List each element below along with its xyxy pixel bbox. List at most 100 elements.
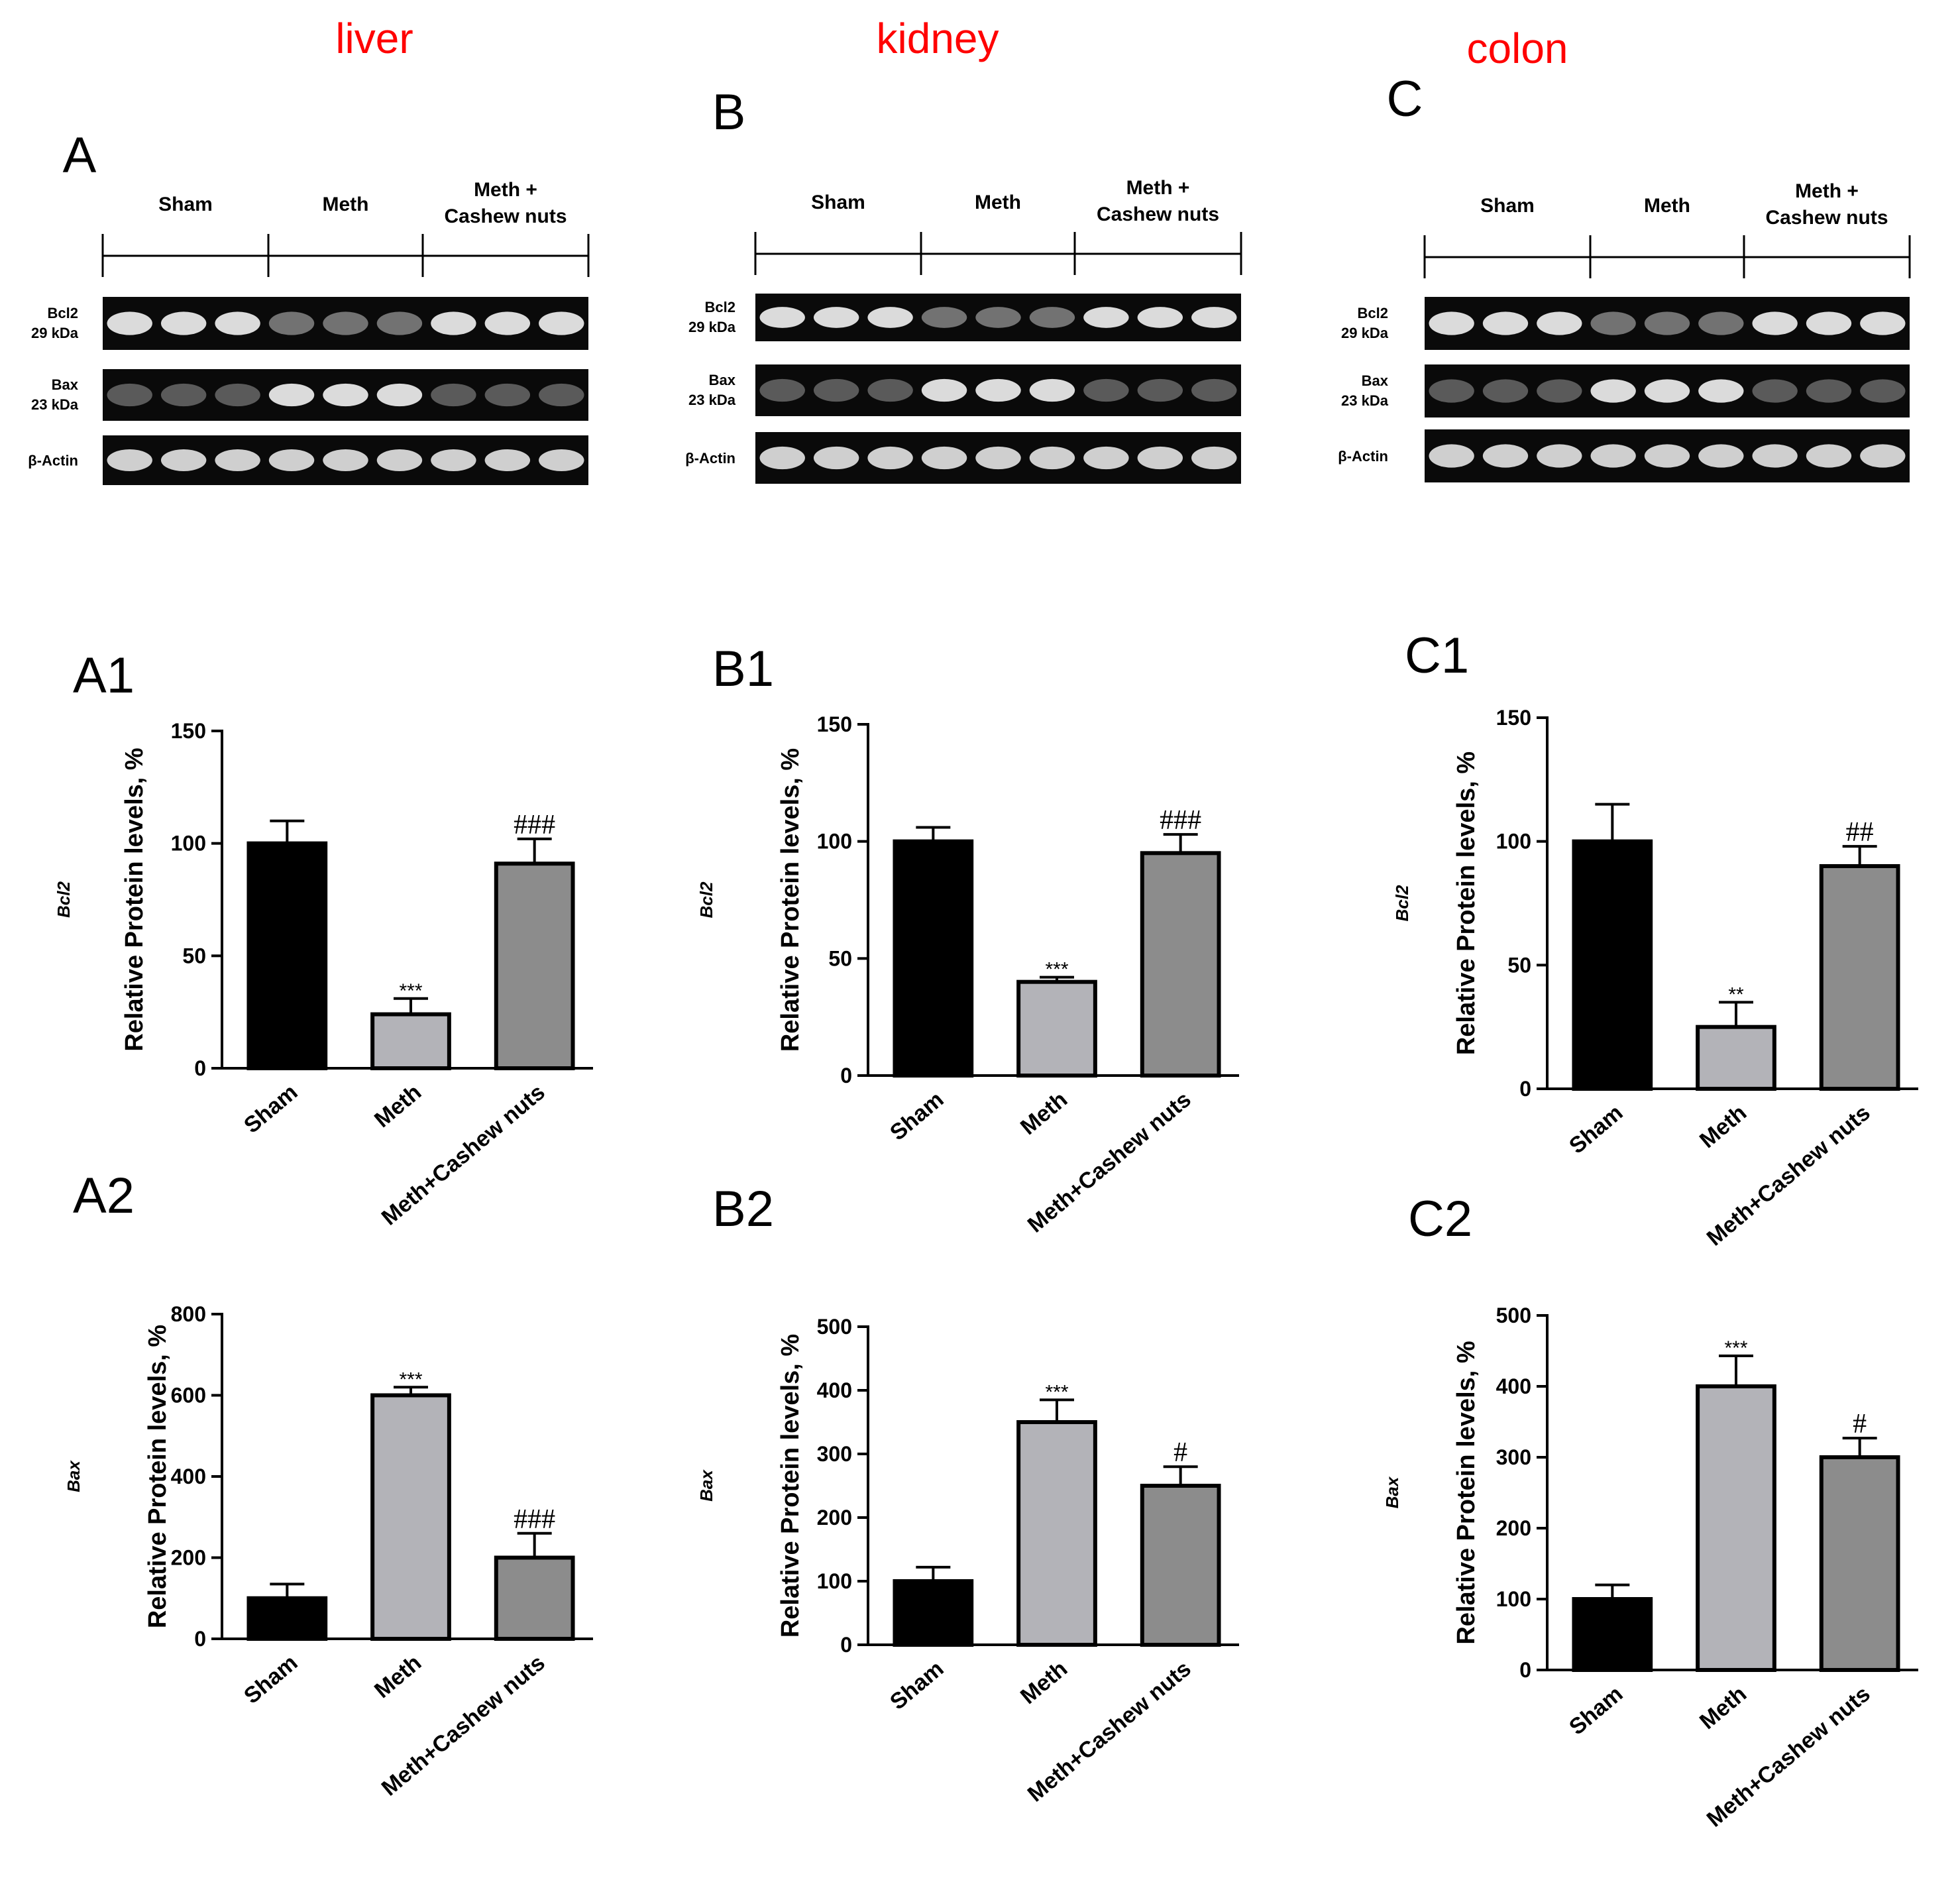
blot-row-name: Bax <box>52 376 79 393</box>
y-axis-label: Relative Protein levels, % <box>777 1334 804 1638</box>
bar-meth <box>1696 1025 1776 1091</box>
y-tick-label: 400 <box>171 1465 206 1488</box>
y-tick-label: 300 <box>1496 1445 1531 1469</box>
significance-marker: ### <box>514 810 555 840</box>
y-tick-label: 100 <box>171 832 206 856</box>
significance-marker: *** <box>1045 1381 1068 1403</box>
bar-meth-cashew-nuts <box>1819 864 1900 1091</box>
chart-A1: A1 0 50 100 150 Relative Protein levels, % Bcl… <box>54 647 593 1231</box>
category-label: Sham <box>239 1080 302 1138</box>
blot-band <box>107 311 152 335</box>
blot-band <box>1806 311 1852 335</box>
y-axis-label: Relative Protein levels, % <box>1452 1341 1480 1644</box>
blot-row-actin: β-Actin <box>685 432 1241 484</box>
group-label-meth-plus: Meth + <box>1795 180 1859 202</box>
y-tick-label: 100 <box>1496 830 1531 854</box>
blot-band <box>1482 311 1529 335</box>
blot-row-name: β-Actin <box>1338 448 1388 465</box>
blot-band <box>215 311 260 335</box>
y-tick-label: 150 <box>171 719 206 743</box>
blot-band <box>1029 307 1075 328</box>
protein-label: Bax <box>1382 1476 1402 1508</box>
bar-sham <box>893 1579 974 1647</box>
y-tick-label: 200 <box>1496 1516 1531 1540</box>
blot-band <box>1806 444 1852 468</box>
blot-band <box>867 378 913 402</box>
blot-band <box>431 383 476 407</box>
blot-row-name: Bcl2 <box>48 305 78 321</box>
blot-band <box>323 383 368 407</box>
blot-band <box>813 307 859 328</box>
category-label: Sham <box>885 1087 948 1146</box>
protein-label: Bcl2 <box>1392 885 1412 921</box>
group-label-cashew: Cashew nuts <box>444 205 567 227</box>
y-tick-label: 0 <box>194 1627 206 1651</box>
blot-band <box>376 383 423 407</box>
panel-label: B <box>712 84 746 140</box>
blot-band <box>921 446 967 470</box>
blot-row-bax: Bax 23 kDa <box>31 369 588 421</box>
blot-row-name: Bax <box>709 372 736 388</box>
blot-band <box>107 449 152 471</box>
category-label: Meth <box>1016 1087 1072 1140</box>
bar-meth-cashew-nuts <box>1140 1484 1221 1647</box>
blot-row-size: 29 kDa <box>31 325 79 341</box>
blot-band <box>107 383 152 407</box>
significance-marker: ** <box>1728 983 1744 1005</box>
panel-label: C2 <box>1408 1191 1472 1247</box>
blot-row-actin: β-Actin <box>1338 429 1910 482</box>
category-label: Sham <box>1564 1100 1627 1159</box>
blot-band <box>323 449 368 471</box>
blot-row-bcl2: Bcl2 29 kDa <box>1341 297 1910 350</box>
blot-row-name: β-Actin <box>685 450 735 467</box>
y-tick-label: 200 <box>817 1506 852 1529</box>
y-tick-label: 300 <box>817 1442 852 1466</box>
blot-row-actin: β-Actin <box>28 435 588 485</box>
blot-row-name: Bax <box>1362 372 1389 389</box>
bar-meth-cashew-nuts <box>1819 1455 1900 1672</box>
blot-band <box>1029 446 1075 470</box>
blot-band <box>759 307 805 328</box>
blot-band <box>1752 379 1798 403</box>
chart-C2: C2 0 100 200 300 400 500 Relative Protein level… <box>1382 1191 1918 1832</box>
blot-panel-A: A Sham Meth Meth + Cashew nuts Bcl2 29 kDa Bax 2… <box>28 127 590 485</box>
tissue-title-liver: liver <box>335 15 413 62</box>
blot-row-name: Bcl2 <box>705 299 735 315</box>
blot-band <box>1644 444 1690 468</box>
blot-band <box>376 449 423 471</box>
blot-panel-B: B Sham Meth Meth + Cashew nuts Bcl2 29 kDa Bax 2… <box>685 84 1242 484</box>
blot-band <box>1429 444 1474 468</box>
blot-band <box>1083 446 1129 470</box>
blot-band <box>160 311 207 335</box>
y-tick-label: 0 <box>1519 1658 1531 1682</box>
blot-band <box>921 378 967 402</box>
bar-meth-cashew-nuts <box>494 1555 575 1641</box>
bar-meth <box>370 1393 451 1641</box>
blot-band <box>1860 311 1906 335</box>
panel-label: B1 <box>712 641 774 697</box>
blot-band <box>1429 379 1474 403</box>
blot-row-size: 23 kDa <box>31 396 79 413</box>
blot-row-size: 23 kDa <box>688 392 736 408</box>
y-axis-label: Relative Protein levels, % <box>144 1325 172 1628</box>
y-tick-label: 0 <box>840 1633 852 1657</box>
blot-band <box>1429 311 1474 335</box>
significance-marker: # <box>1853 1409 1867 1439</box>
y-tick-label: 50 <box>1507 953 1531 977</box>
significance-marker: ## <box>1846 817 1874 848</box>
blot-band <box>268 383 315 407</box>
significance-marker: ### <box>1160 805 1201 836</box>
blot-band <box>1537 444 1582 468</box>
significance-marker: ### <box>514 1504 555 1535</box>
blot-band <box>921 307 967 328</box>
blot-band <box>268 311 315 335</box>
blot-band <box>1083 307 1129 328</box>
blot-band <box>1752 444 1798 468</box>
group-label-meth-plus: Meth + <box>1126 177 1190 199</box>
blot-row-size: 29 kDa <box>688 319 736 335</box>
significance-marker: # <box>1173 1437 1187 1468</box>
blot-band <box>1137 307 1183 328</box>
y-axis-label: Relative Protein levels, % <box>1452 751 1480 1055</box>
y-tick-label: 0 <box>194 1056 206 1080</box>
